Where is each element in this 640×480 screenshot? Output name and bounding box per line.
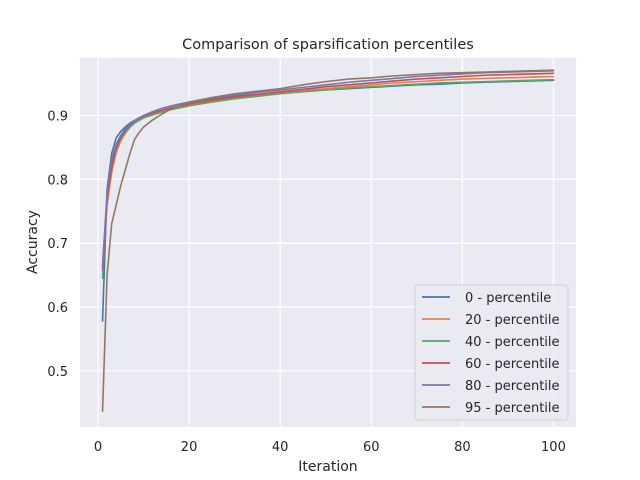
y-tick-label: 0.6 [47,301,68,316]
y-tick-label: 0.8 [47,173,68,188]
legend: 0 - percentile 20 - percentile 40 - percen… [414,284,569,421]
x-tick-label: 0 [94,440,102,455]
y-tick-label: 0.7 [47,237,68,252]
series-line-5 [101,69,555,412]
x-tick-label: 100 [541,440,566,455]
legend-label: 95 - percentile [465,401,560,416]
legend-label: 80 - percentile [465,379,560,394]
legend-box [414,284,569,421]
series-layer [101,69,555,412]
x-tick-label: 40 [272,440,289,455]
x-tick-label: 20 [181,440,198,455]
legend-label: 20 - percentile [465,313,560,328]
x-tick-label: 60 [363,440,380,455]
x-axis-label: Iteration [298,459,357,475]
chart-title: Comparison of sparsification percentiles [182,37,474,53]
y-tick-label: 0.5 [47,365,68,380]
y-tick-label: 0.9 [47,109,68,124]
legend-label: 40 - percentile [465,335,560,350]
x-tick-label: 80 [454,440,471,455]
y-axis-label: Accuracy [25,210,41,274]
series-line-2 [101,78,555,280]
legend-label: 0 - percentile [465,291,551,306]
legend-label: 60 - percentile [465,357,560,372]
tick-labels: 0 20 40 60 80 100 0.5 0.6 0.7 0.8 0.9 [47,109,566,455]
